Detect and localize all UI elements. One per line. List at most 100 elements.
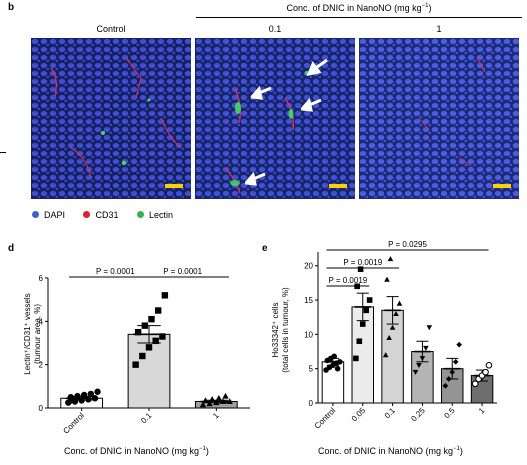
data-point (331, 353, 338, 360)
data-point (426, 325, 433, 331)
micrograph-1-image (359, 38, 519, 199)
data-point (384, 276, 390, 282)
data-point (85, 396, 92, 403)
x-tick-label: Control (313, 406, 338, 431)
panel-d-chart: 0 2 4 6 Control 0.1 1 P = 0.0001 P = 0.0001 (39, 267, 250, 436)
data-point (449, 369, 456, 375)
data-point (208, 396, 216, 402)
data-point (219, 398, 227, 405)
x-tick-label: 0.5 (442, 406, 457, 421)
arrow-icon (301, 98, 322, 112)
y-tick-label: 10 (304, 330, 313, 339)
lectin-dot-icon (136, 211, 144, 218)
y-tick-label: 2 (39, 361, 44, 370)
data-point (423, 345, 429, 351)
data-point (199, 401, 207, 408)
micrograph-0-1-image (195, 38, 355, 199)
data-point (202, 397, 209, 403)
data-point (386, 334, 392, 341)
data-point (206, 400, 213, 407)
micrograph-0-1 (195, 38, 355, 199)
scale-bar-control (165, 184, 183, 188)
panel-d-xlabel-close: ) (205, 446, 209, 456)
data-point (148, 315, 155, 323)
panel-e-letter: e (262, 243, 268, 254)
data-point (353, 355, 359, 362)
data-point (226, 398, 233, 405)
x-tick-label: 0.05 (350, 406, 368, 424)
data-point (387, 256, 394, 262)
x-tick-label: 0.1 (139, 411, 154, 426)
data-point (356, 338, 363, 345)
data-point (91, 395, 99, 402)
data-point (134, 328, 142, 336)
scale-bar-1 (493, 184, 511, 188)
x-tick-label: 1 (211, 411, 221, 421)
data-point (359, 321, 366, 327)
y-tick-label: 0 (39, 404, 44, 413)
data-point (366, 297, 373, 303)
data-point (334, 365, 341, 372)
p-value-label: P = 0.0019 (328, 276, 367, 285)
data-point (485, 361, 493, 369)
data-point (215, 395, 223, 401)
data-point (154, 307, 162, 314)
data-point (132, 361, 139, 368)
data-point (94, 388, 101, 395)
p-value-label: P = 0.0019 (343, 258, 382, 267)
data-point (396, 300, 403, 306)
data-point (382, 352, 389, 358)
x-tick-label: 1 (477, 406, 487, 416)
data-point (161, 292, 169, 299)
panel-e-chart: 0 5 10 15 20 Control 0.05 0.1 0.25 0.5 1 P = 0.0295… (304, 240, 497, 431)
panel-b-label-0-1: 0.1 (268, 24, 282, 34)
data-point (152, 337, 159, 345)
data-point (145, 344, 153, 351)
data-point (357, 266, 364, 272)
data-point (363, 307, 369, 314)
data-point (446, 376, 452, 382)
panel-b-label-1: 1 (436, 24, 442, 34)
p-value-label: P = 0.0295 (388, 240, 427, 249)
panel-b-header: Conc. of DNIC in NanoNO (mg kg−1) (196, 3, 522, 13)
panel-e-xlabel-sup: −1 (453, 446, 460, 452)
data-point (393, 310, 399, 317)
legend-dapi: DAPI (32, 210, 65, 220)
scale-bar-0-1 (329, 184, 347, 188)
panel-b-header-rule (196, 17, 522, 18)
panel-e-xlabel-close: ) (459, 446, 463, 456)
channel-legend: DAPI CD31 Lectin (32, 205, 187, 223)
data-point (80, 391, 88, 399)
arrow-icon (251, 86, 272, 100)
data-point (141, 322, 149, 329)
data-point (159, 333, 166, 340)
data-point (336, 359, 343, 365)
legend-cd31-label: CD31 (95, 209, 119, 220)
panel-e-xlabel: Conc. of DNIC in NanoNO (mg kg−1) (318, 446, 463, 456)
y-tick-label: 20 (304, 262, 313, 271)
y-tick-label: 5 (309, 365, 314, 374)
y-tick-label: 4 (39, 317, 44, 326)
data-point (222, 392, 229, 399)
legend-dapi-label: DAPI (44, 209, 66, 220)
data-point (412, 369, 419, 375)
dapi-dot-icon (32, 211, 39, 218)
data-point (139, 352, 146, 360)
panel-b-letter: b (8, 2, 15, 13)
arrow-icon (307, 58, 328, 76)
x-tick-label: Control (61, 411, 86, 436)
data-point (213, 399, 220, 406)
legend-cd31: CD31 (83, 210, 118, 220)
x-tick-label: 0.1 (383, 406, 398, 421)
panel-b-label-control: Control (96, 24, 126, 34)
y-tick-label: 15 (304, 296, 313, 305)
data-point (442, 383, 449, 389)
panel-d-xlabel-sup: −1 (199, 446, 206, 452)
data-point (87, 390, 95, 398)
data-point (471, 380, 479, 388)
cd31-dot-icon (83, 211, 91, 218)
data-point (452, 359, 459, 365)
data-point (67, 397, 75, 404)
panel-e-xlabel-text: Conc. of DNIC in NanoNO (mg kg (318, 446, 454, 456)
y-tick-label: 6 (39, 274, 44, 283)
